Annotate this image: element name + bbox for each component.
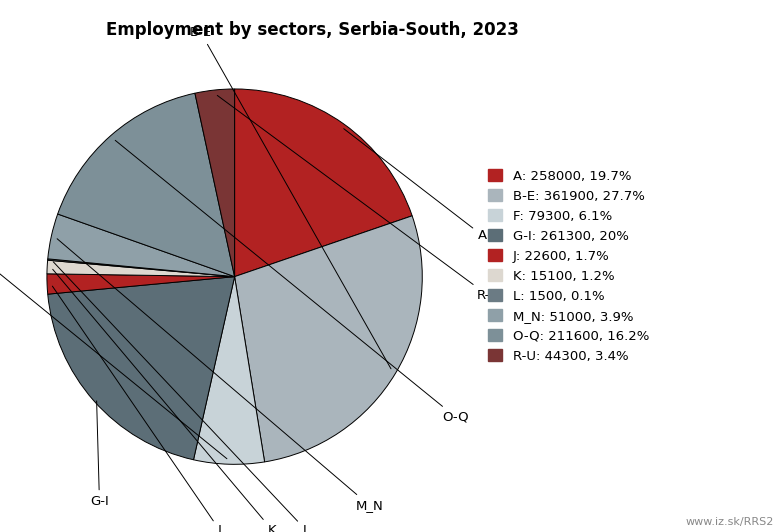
Text: L: L (53, 262, 310, 532)
Wedge shape (235, 216, 422, 462)
Text: www.iz.sk/RRS2: www.iz.sk/RRS2 (686, 517, 774, 527)
Wedge shape (58, 93, 235, 277)
Text: F: F (0, 247, 227, 459)
Wedge shape (195, 89, 235, 277)
Text: O-Q: O-Q (115, 140, 469, 424)
Wedge shape (47, 260, 235, 277)
Text: G-I: G-I (90, 401, 109, 509)
Text: B-E: B-E (190, 26, 391, 369)
Text: M_N: M_N (57, 239, 384, 512)
Wedge shape (48, 277, 235, 460)
Text: A: A (344, 129, 487, 242)
Wedge shape (193, 277, 264, 464)
Text: K: K (52, 269, 277, 532)
Text: Employment by sectors, Serbia-South, 2023: Employment by sectors, Serbia-South, 202… (106, 21, 519, 39)
Wedge shape (47, 274, 235, 294)
Legend: A: 258000, 19.7%, B-E: 361900, 27.7%, F: 79300, 6.1%, G-I: 261300, 20%, J: 22600: A: 258000, 19.7%, B-E: 361900, 27.7%, F:… (483, 165, 653, 367)
Wedge shape (48, 259, 235, 277)
Text: J: J (52, 286, 221, 532)
Wedge shape (235, 89, 412, 277)
Text: R-U: R-U (217, 95, 500, 302)
Wedge shape (48, 214, 235, 277)
